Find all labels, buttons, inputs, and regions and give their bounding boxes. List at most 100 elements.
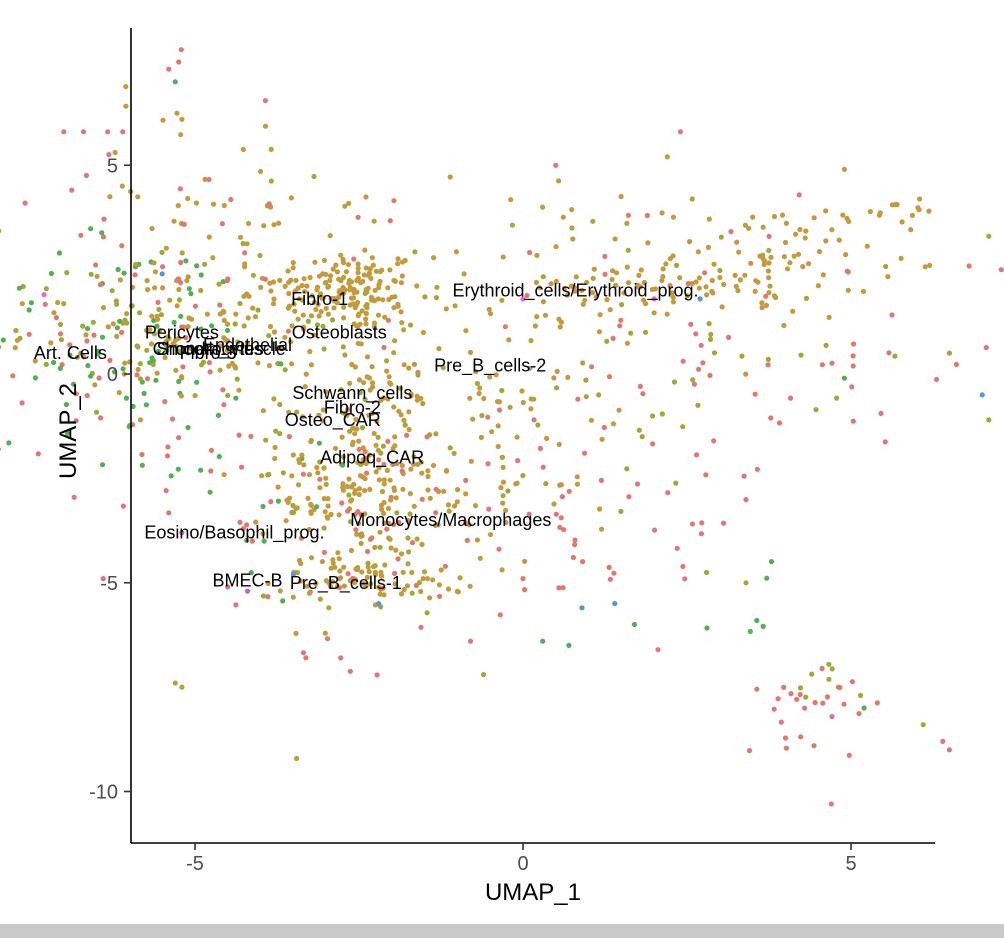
- data-point: [829, 713, 835, 720]
- data-point: [244, 291, 250, 297]
- x-tick-label: 0: [517, 853, 528, 875]
- data-point: [474, 380, 480, 387]
- data-point: [325, 496, 331, 502]
- data-point: [268, 146, 274, 152]
- data-point: [707, 336, 714, 342]
- data-point: [395, 303, 401, 309]
- data-point: [260, 503, 266, 510]
- data-point: [803, 228, 809, 234]
- data-point: [401, 362, 407, 368]
- data-point: [84, 338, 90, 344]
- data-point: [803, 295, 810, 301]
- data-point: [691, 381, 698, 387]
- data-point: [407, 511, 413, 517]
- data-point: [908, 227, 914, 233]
- data-point: [78, 232, 84, 238]
- data-point: [746, 748, 753, 754]
- data-point: [340, 344, 346, 350]
- data-point: [179, 324, 185, 330]
- data-point: [42, 301, 48, 307]
- data-point: [572, 537, 578, 543]
- data-point: [596, 392, 602, 398]
- data-point: [698, 531, 705, 537]
- data-point: [393, 495, 399, 501]
- data-point: [754, 686, 760, 692]
- data-point: [377, 278, 383, 284]
- data-point: [308, 439, 314, 445]
- data-point: [114, 325, 120, 331]
- data-point: [573, 274, 579, 280]
- data-point: [644, 212, 651, 219]
- data-point: [497, 612, 503, 618]
- data-point: [322, 509, 328, 515]
- data-point: [280, 470, 286, 476]
- data-point: [601, 424, 607, 431]
- data-point: [166, 66, 172, 72]
- data-point: [144, 347, 150, 353]
- data-point: [399, 468, 405, 474]
- data-point: [667, 282, 673, 289]
- data-point: [788, 691, 794, 697]
- data-point: [651, 527, 658, 533]
- data-point: [71, 494, 77, 500]
- data-point: [340, 454, 347, 460]
- data-point: [569, 207, 575, 213]
- data-point: [321, 465, 327, 471]
- data-point: [606, 564, 612, 571]
- data-point: [803, 694, 809, 700]
- data-point: [754, 617, 760, 624]
- data-point: [693, 279, 699, 285]
- data-point: [322, 630, 328, 636]
- data-point: [248, 433, 254, 439]
- data-point: [886, 350, 892, 356]
- data-point: [360, 278, 366, 284]
- data-point: [135, 194, 141, 200]
- data-point: [217, 367, 223, 373]
- data-point: [398, 309, 404, 315]
- data-point: [385, 285, 391, 291]
- data-point: [664, 311, 670, 317]
- data-point: [237, 234, 244, 240]
- data-point: [314, 504, 320, 510]
- data-point: [766, 290, 772, 296]
- data-point: [391, 198, 397, 204]
- data-point: [387, 267, 393, 273]
- data-point: [782, 239, 789, 246]
- data-point: [557, 524, 563, 530]
- data-point: [795, 251, 802, 257]
- data-point: [841, 166, 848, 172]
- data-point: [424, 610, 430, 616]
- data-point: [337, 575, 344, 581]
- data-point: [380, 443, 386, 449]
- data-point: [398, 591, 405, 597]
- data-point: [590, 218, 596, 224]
- data-point: [598, 477, 605, 483]
- data-point: [486, 506, 492, 512]
- data-point: [424, 576, 430, 582]
- data-point: [894, 201, 900, 208]
- cluster-label: Pre_B_cells-1: [290, 573, 402, 594]
- cluster-label: BMEC-B: [212, 571, 282, 591]
- data-point: [534, 314, 540, 320]
- cluster-label: Fibro-2: [324, 397, 381, 417]
- data-point: [321, 346, 327, 352]
- data-point: [396, 519, 402, 525]
- data-point: [107, 194, 113, 200]
- data-point: [433, 486, 439, 492]
- data-point: [253, 519, 259, 525]
- data-point: [718, 234, 724, 240]
- data-point: [288, 195, 294, 201]
- data-point: [382, 314, 388, 320]
- data-point: [345, 406, 351, 412]
- data-point: [352, 579, 358, 586]
- data-point: [14, 337, 20, 343]
- data-point: [616, 407, 622, 413]
- data-point: [400, 569, 406, 575]
- data-point: [342, 203, 348, 209]
- data-point: [171, 319, 177, 325]
- data-point: [638, 267, 644, 273]
- data-point: [625, 212, 632, 218]
- data-point: [580, 559, 586, 565]
- data-point: [149, 313, 155, 319]
- data-point: [409, 569, 415, 576]
